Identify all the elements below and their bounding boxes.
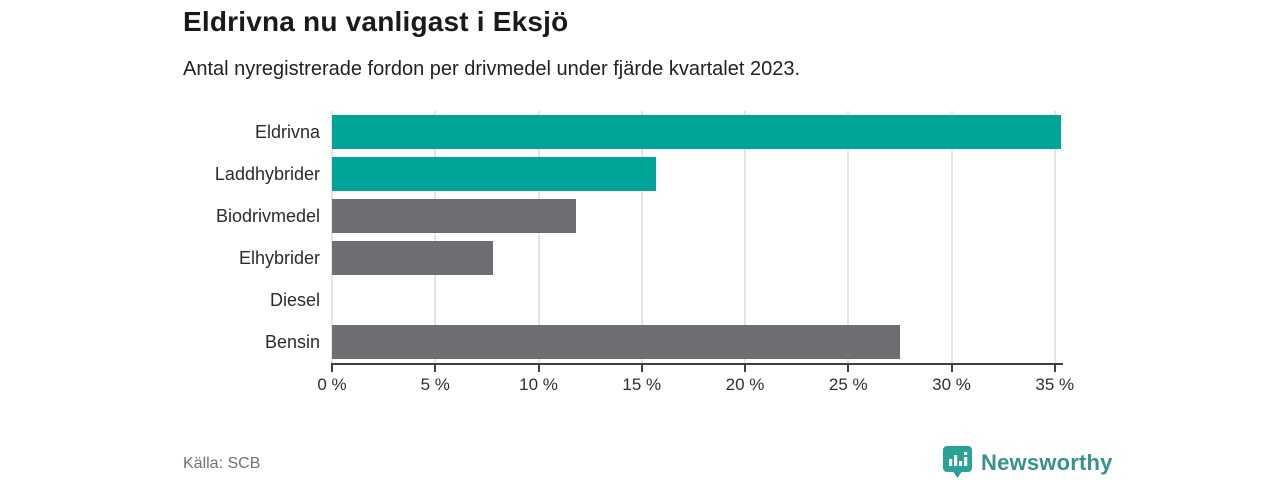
x-axis: 0 % 5 % 10 % 15 % 20 % 25 % 30 % 35 % xyxy=(317,363,1074,403)
gridline xyxy=(434,111,437,363)
x-axis-tick-label: 35 % xyxy=(1035,375,1075,394)
bar-eldrivna xyxy=(332,115,1061,149)
x-axis-tick xyxy=(744,365,746,372)
x-axis-tick-label: 0 % xyxy=(317,375,347,394)
category-label-eldrivna: Eldrivna xyxy=(254,122,320,142)
bar-laddhybrider xyxy=(332,157,657,191)
x-axis-tick xyxy=(537,365,540,372)
gridline xyxy=(744,111,746,363)
source-note: Källa: SCB xyxy=(183,455,261,472)
gridline xyxy=(847,111,850,363)
gridline xyxy=(537,111,540,363)
x-axis-tick xyxy=(847,365,850,372)
bar-row xyxy=(332,195,1062,237)
x-axis-tick-label: 5 % xyxy=(420,375,450,394)
x-axis-tick-label: 20 % xyxy=(725,375,765,394)
x-axis-tick xyxy=(950,365,953,372)
gridline xyxy=(1053,111,1056,363)
chart-subtitle: Antal nyregistrerade fordon per drivmede… xyxy=(183,58,801,80)
plot-area xyxy=(331,111,1062,363)
x-axis-tick-label: 10 % xyxy=(519,375,558,394)
x-axis-tick xyxy=(640,365,643,372)
gridline xyxy=(640,111,643,363)
chart-title: Eldrivna nu vanligast i Eksjö xyxy=(183,6,569,37)
bar-row xyxy=(332,321,1062,363)
bar-chart-speech-bubble-icon xyxy=(943,446,972,479)
category-labels: Eldrivna Laddhybrider Biodrivmedel Elhybrid… xyxy=(183,111,332,363)
bar-chart: Eldrivna Laddhybrider Biodrivmedel Elhybrid… xyxy=(183,111,1097,403)
category-label-biodrivmedel: Biodrivmedel xyxy=(215,206,320,226)
category-label-elhybrider: Elhybrider xyxy=(238,248,320,268)
category-label-bensin: Bensin xyxy=(264,332,320,352)
x-axis-tick-label: 30 % xyxy=(932,375,971,394)
category-label-diesel: Diesel xyxy=(269,290,320,310)
gridline xyxy=(950,111,953,363)
brand-logo: Newsworthy xyxy=(943,446,1113,479)
brand-name: Newsworthy xyxy=(981,449,1113,475)
x-axis-tick-label: 25 % xyxy=(828,375,868,394)
bar-elhybrider xyxy=(332,241,494,275)
bar-row xyxy=(332,237,1062,279)
x-axis-tick-label: 15 % xyxy=(622,375,662,394)
x-axis-tick xyxy=(434,365,437,372)
bar-bensin xyxy=(332,325,900,359)
category-label-laddhybrider: Laddhybrider xyxy=(214,164,320,184)
gridline xyxy=(331,111,333,363)
bar-row xyxy=(332,279,1062,321)
x-axis-tick xyxy=(331,365,333,372)
bar-biodrivmedel xyxy=(332,199,576,233)
x-axis-line xyxy=(331,363,1063,365)
bar-row xyxy=(332,111,1062,153)
x-axis-tick xyxy=(1053,365,1056,372)
bar-row xyxy=(332,153,1062,195)
